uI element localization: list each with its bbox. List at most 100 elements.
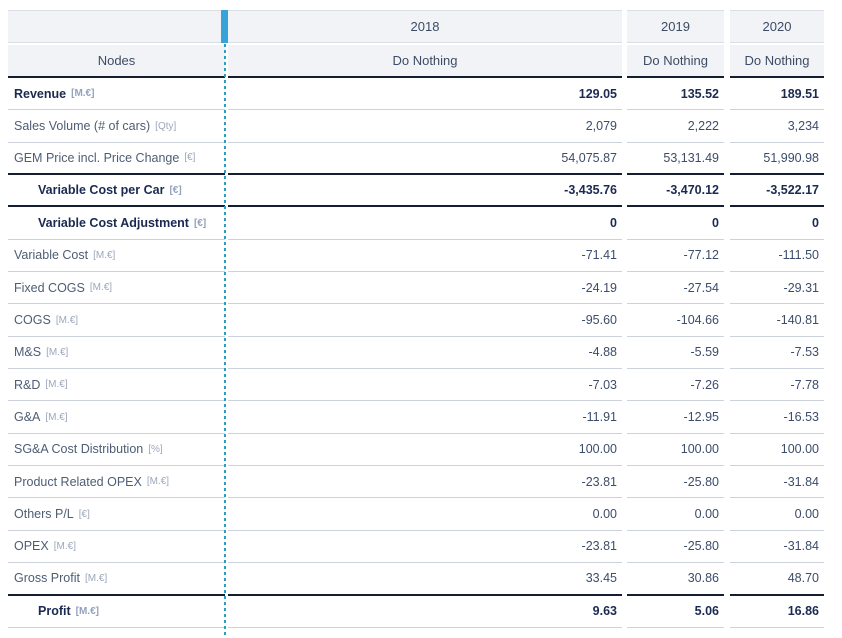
value-cell-2019[interactable]: 2,222 [627, 110, 724, 143]
value-cell-2020[interactable]: 0 [730, 207, 824, 240]
table-row: GEM Price incl. Price Change [€] 54,075.87… [8, 143, 824, 176]
value-cell-2019[interactable]: 30.86 [627, 563, 724, 596]
value-cell-2018[interactable]: -23.81 [228, 466, 622, 499]
node-unit-tag: [M.€] [71, 88, 95, 100]
value-cell-2019[interactable]: 0.00 [627, 498, 724, 531]
value-cell-2018[interactable]: 100.00 [228, 434, 622, 467]
node-label-cell[interactable]: GEM Price incl. Price Change [€] [8, 143, 225, 176]
value-cell-2020[interactable]: 48.70 [730, 563, 824, 596]
value-cell-2018[interactable]: -95.60 [228, 304, 622, 337]
value-cell-2018[interactable]: 54,075.87 [228, 143, 622, 176]
value-cell-2019[interactable]: -104.66 [627, 304, 724, 337]
value-cell-2018[interactable]: 9.63 [228, 596, 622, 628]
node-label-cell[interactable]: M&S [M.€] [8, 337, 225, 370]
table-body: Revenue [M.€] 129.05 135.52 189.51 Sales Volu… [8, 78, 824, 628]
year-label: 2019 [661, 19, 690, 34]
year-header-2020: 2020 [730, 10, 824, 43]
value-cell-2020[interactable]: 100.00 [730, 434, 824, 467]
value-cell-2018[interactable]: -23.81 [228, 531, 622, 564]
node-label: Gross Profit [14, 571, 80, 586]
node-label: Variable Cost [14, 248, 89, 263]
node-label-cell[interactable]: Fixed COGS [M.€] [8, 272, 225, 305]
value-cell-2019[interactable]: 53,131.49 [627, 143, 724, 176]
node-label-cell[interactable]: Sales Volume (# of cars) [Qty] [8, 110, 225, 143]
node-label-cell[interactable]: Variable Cost [M.€] [8, 240, 225, 273]
table-row: Revenue [M.€] 129.05 135.52 189.51 [8, 78, 824, 111]
value-cell-2018[interactable]: 2,079 [228, 110, 622, 143]
value-cell-2020[interactable]: -31.84 [730, 531, 824, 564]
table-row: Gross Profit [M.€] 33.45 30.86 48.70 [8, 563, 824, 596]
value-cell-2018[interactable]: 129.05 [228, 78, 622, 111]
node-unit-tag: [M.€] [46, 346, 69, 358]
node-label-cell[interactable]: SG&A Cost Distribution [%] [8, 434, 225, 467]
value-cell-2020[interactable]: 16.86 [730, 596, 824, 628]
value-cell-2020[interactable]: -7.53 [730, 337, 824, 370]
value-cell-2018[interactable]: -7.03 [228, 369, 622, 402]
node-label: OPEX [14, 539, 49, 554]
node-label: Revenue [14, 86, 67, 101]
year-header-row: 2018 2019 2020 [8, 10, 824, 43]
node-label-cell[interactable]: COGS [M.€] [8, 304, 225, 337]
value-cell-2020[interactable]: -111.50 [730, 240, 824, 273]
value-cell-2018[interactable]: -3,435.76 [228, 175, 622, 208]
value-cell-2019[interactable]: -25.80 [627, 466, 724, 499]
value-cell-2019[interactable]: 100.00 [627, 434, 724, 467]
node-label: Sales Volume (# of cars) [14, 119, 151, 134]
node-label-cell[interactable]: Product Related OPEX [M.€] [8, 466, 225, 499]
node-unit-tag: [M.€] [89, 282, 113, 294]
node-label-cell[interactable]: R&D [M.€] [8, 369, 225, 402]
value-cell-2019[interactable]: -7.26 [627, 369, 724, 402]
node-label-cell[interactable]: G&A [M.€] [8, 401, 225, 434]
value-cell-2020[interactable]: -3,522.17 [730, 175, 824, 208]
value-cell-2020[interactable]: -16.53 [730, 401, 824, 434]
value-cell-2020[interactable]: -7.78 [730, 369, 824, 402]
value-cell-2020[interactable]: 3,234 [730, 110, 824, 143]
node-unit-tag: [€] [169, 184, 182, 196]
node-label-cell[interactable]: Variable Cost per Car [€] [8, 175, 225, 208]
value-cell-2019[interactable]: -27.54 [627, 272, 724, 305]
node-unit-tag: [M.€] [75, 605, 99, 617]
value-cell-2018[interactable]: -71.41 [228, 240, 622, 273]
value-cell-2020[interactable]: -29.31 [730, 272, 824, 305]
scenario-header-2019[interactable]: Do Nothing [627, 45, 724, 78]
table-row: Sales Volume (# of cars) [Qty] 2,079 2,222 3… [8, 110, 824, 143]
value-cell-2018[interactable]: 33.45 [228, 563, 622, 596]
value-cell-2020[interactable]: 0.00 [730, 498, 824, 531]
scenario-header-row: Nodes Do Nothing Do Nothing Do Nothing [8, 45, 824, 78]
scenario-header-2018[interactable]: Do Nothing [228, 45, 622, 78]
value-cell-2019[interactable]: -77.12 [627, 240, 724, 273]
value-cell-2018[interactable]: -4.88 [228, 337, 622, 370]
node-unit-tag: [€] [78, 508, 90, 520]
node-label: Product Related OPEX [14, 474, 142, 489]
node-unit-tag: [M.€] [85, 572, 108, 584]
value-cell-2018[interactable]: -11.91 [228, 401, 622, 434]
value-cell-2020[interactable]: 189.51 [730, 78, 824, 111]
node-label-cell[interactable]: Profit [M.€] [8, 596, 225, 628]
node-label-cell[interactable]: Others P/L [€] [8, 498, 225, 531]
value-cell-2019[interactable]: -25.80 [627, 531, 724, 564]
value-cell-2019[interactable]: -12.95 [627, 401, 724, 434]
table-row: OPEX [M.€] -23.81 -25.80 -31.84 [8, 531, 824, 564]
value-cell-2020[interactable]: -31.84 [730, 466, 824, 499]
node-label-cell[interactable]: Revenue [M.€] [8, 78, 225, 111]
value-cell-2020[interactable]: 51,990.98 [730, 143, 824, 176]
value-cell-2019[interactable]: -3,470.12 [627, 175, 724, 208]
selected-column-accent-bar [221, 10, 228, 43]
value-cell-2018[interactable]: 0.00 [228, 498, 622, 531]
node-label-cell[interactable]: Gross Profit [M.€] [8, 563, 225, 596]
value-cell-2019[interactable]: 0 [627, 207, 724, 240]
value-cell-2019[interactable]: 135.52 [627, 78, 724, 111]
value-cell-2018[interactable]: 0 [228, 207, 622, 240]
scenario-header-2020[interactable]: Do Nothing [730, 45, 824, 78]
value-cell-2019[interactable]: -5.59 [627, 337, 724, 370]
value-cell-2018[interactable]: -24.19 [228, 272, 622, 305]
value-cell-2019[interactable]: 5.06 [627, 596, 724, 628]
node-label-cell[interactable]: Variable Cost Adjustment [€] [8, 207, 225, 240]
table-row: COGS [M.€] -95.60 -104.66 -140.81 [8, 304, 824, 337]
table-row: M&S [M.€] -4.88 -5.59 -7.53 [8, 337, 824, 370]
node-label: SG&A Cost Distribution [14, 442, 144, 457]
value-cell-2020[interactable]: -140.81 [730, 304, 824, 337]
year-label: 2020 [762, 19, 792, 34]
scenario-label: Do Nothing [744, 53, 810, 68]
node-label-cell[interactable]: OPEX [M.€] [8, 531, 225, 564]
